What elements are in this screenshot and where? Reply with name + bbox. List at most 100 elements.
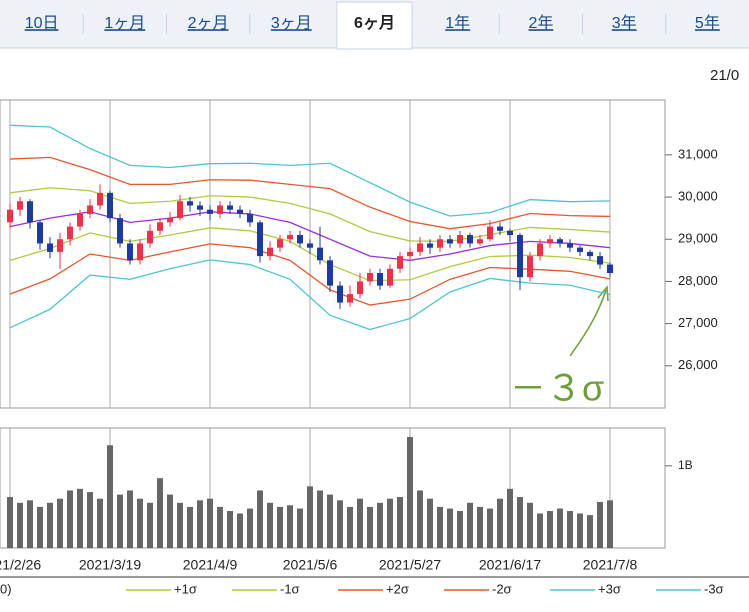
candle-body xyxy=(247,213,253,223)
volume-bar xyxy=(467,502,473,548)
candle-body xyxy=(157,222,163,231)
candle-body xyxy=(567,243,573,248)
candle-body xyxy=(487,226,493,240)
candle-body xyxy=(407,251,413,257)
volume-bar xyxy=(97,498,103,548)
legend-label: -2σ xyxy=(492,581,512,596)
candle-body xyxy=(447,239,453,244)
volume-bar xyxy=(267,502,273,548)
candle-body xyxy=(557,239,563,244)
tab[interactable]: 1年 xyxy=(445,14,470,32)
volume-bar xyxy=(167,494,173,548)
x-tick-label: 2021/7/8 xyxy=(583,557,638,573)
candle-body xyxy=(417,243,423,252)
volume-bar xyxy=(127,490,133,548)
volume-bar xyxy=(187,506,193,548)
volume-bar xyxy=(537,513,543,548)
volume-bar xyxy=(567,511,573,548)
volume-bar xyxy=(207,498,213,548)
candle-body xyxy=(227,205,233,210)
volume-bar xyxy=(377,502,383,548)
volume-bar xyxy=(457,511,463,548)
tab[interactable]: 3ヶ月 xyxy=(271,15,312,32)
candle-body xyxy=(427,243,433,248)
x-tick-label: 2021/3/19 xyxy=(79,557,141,573)
band-line xyxy=(9,243,611,306)
header-date: 21/0 xyxy=(710,67,739,84)
volume-bar xyxy=(307,486,313,548)
volume-bar xyxy=(7,497,13,548)
legend-label: -3σ xyxy=(704,581,724,596)
volume-bar xyxy=(157,478,163,548)
volume-bar xyxy=(137,498,143,548)
tab[interactable]: 2ヶ月 xyxy=(188,15,229,32)
volume-bar xyxy=(27,500,33,548)
candle-body xyxy=(187,201,193,206)
candle-body xyxy=(107,192,113,219)
volume-bar xyxy=(87,492,93,548)
volume-bar xyxy=(367,506,373,548)
candle-body xyxy=(587,251,593,257)
volume-bar xyxy=(247,508,253,548)
volume-bar xyxy=(177,502,183,548)
tab[interactable]: 6ヶ月 xyxy=(354,14,395,32)
candle-body xyxy=(217,205,223,214)
price-pane xyxy=(0,99,666,409)
candle-body xyxy=(17,201,23,210)
candle-body xyxy=(147,230,153,244)
tab[interactable]: 1ヶ月 xyxy=(104,15,145,32)
candle-body xyxy=(457,235,463,244)
y-tick-label: 28,000 xyxy=(678,273,718,288)
volume-bar xyxy=(37,506,43,548)
volume-bar xyxy=(277,506,283,548)
annotation-arrow xyxy=(569,289,607,357)
volume-bar xyxy=(117,494,123,548)
volume-bar xyxy=(287,505,293,548)
tab[interactable]: 10日 xyxy=(25,15,59,32)
tab[interactable]: 3年 xyxy=(612,14,637,32)
candle-body xyxy=(207,209,213,214)
candle-body xyxy=(87,205,93,214)
y-tick-label: 29,000 xyxy=(678,231,718,246)
candle-body xyxy=(37,222,43,244)
candle-body xyxy=(357,281,363,295)
candle-body xyxy=(127,243,133,261)
volume-bar xyxy=(597,501,603,548)
annotation-arrowhead xyxy=(597,285,609,302)
legend-label: +3σ xyxy=(598,581,621,596)
y-tick-label: 1B xyxy=(678,458,693,472)
y-tick-label: 31,000 xyxy=(678,146,718,161)
volume-bar xyxy=(447,508,453,548)
volume-bar xyxy=(517,497,523,548)
x-tick-label: 2021/5/6 xyxy=(283,557,338,573)
candle-body xyxy=(337,285,343,303)
candle-body xyxy=(377,272,383,286)
candle-body xyxy=(67,226,73,240)
x-tick-label: 2021/4/9 xyxy=(183,557,238,573)
legend-label: +2σ xyxy=(386,581,409,596)
candle-body xyxy=(137,243,143,261)
volume-bar xyxy=(547,511,553,548)
band-line xyxy=(9,124,611,217)
candle-body xyxy=(607,264,613,273)
candle-body xyxy=(387,268,393,286)
volume-bar xyxy=(297,508,303,548)
candle-body xyxy=(327,260,333,286)
volume-bar xyxy=(437,506,443,548)
legend-label: +1σ xyxy=(174,581,197,596)
volume-bar xyxy=(77,488,83,548)
candle-body xyxy=(347,294,353,303)
volume-bar xyxy=(577,513,583,548)
candle-body xyxy=(507,230,513,236)
tab[interactable]: 5年 xyxy=(695,14,720,32)
annotation: －３σ xyxy=(510,368,604,409)
volume-bar xyxy=(607,500,613,548)
tab[interactable]: 2年 xyxy=(528,14,553,32)
candle-body xyxy=(307,243,313,248)
band-line xyxy=(9,156,611,230)
x-tick-label: 2021/6/17 xyxy=(479,557,541,573)
y-tick-label: 30,000 xyxy=(678,188,718,203)
candle-body xyxy=(477,239,483,244)
